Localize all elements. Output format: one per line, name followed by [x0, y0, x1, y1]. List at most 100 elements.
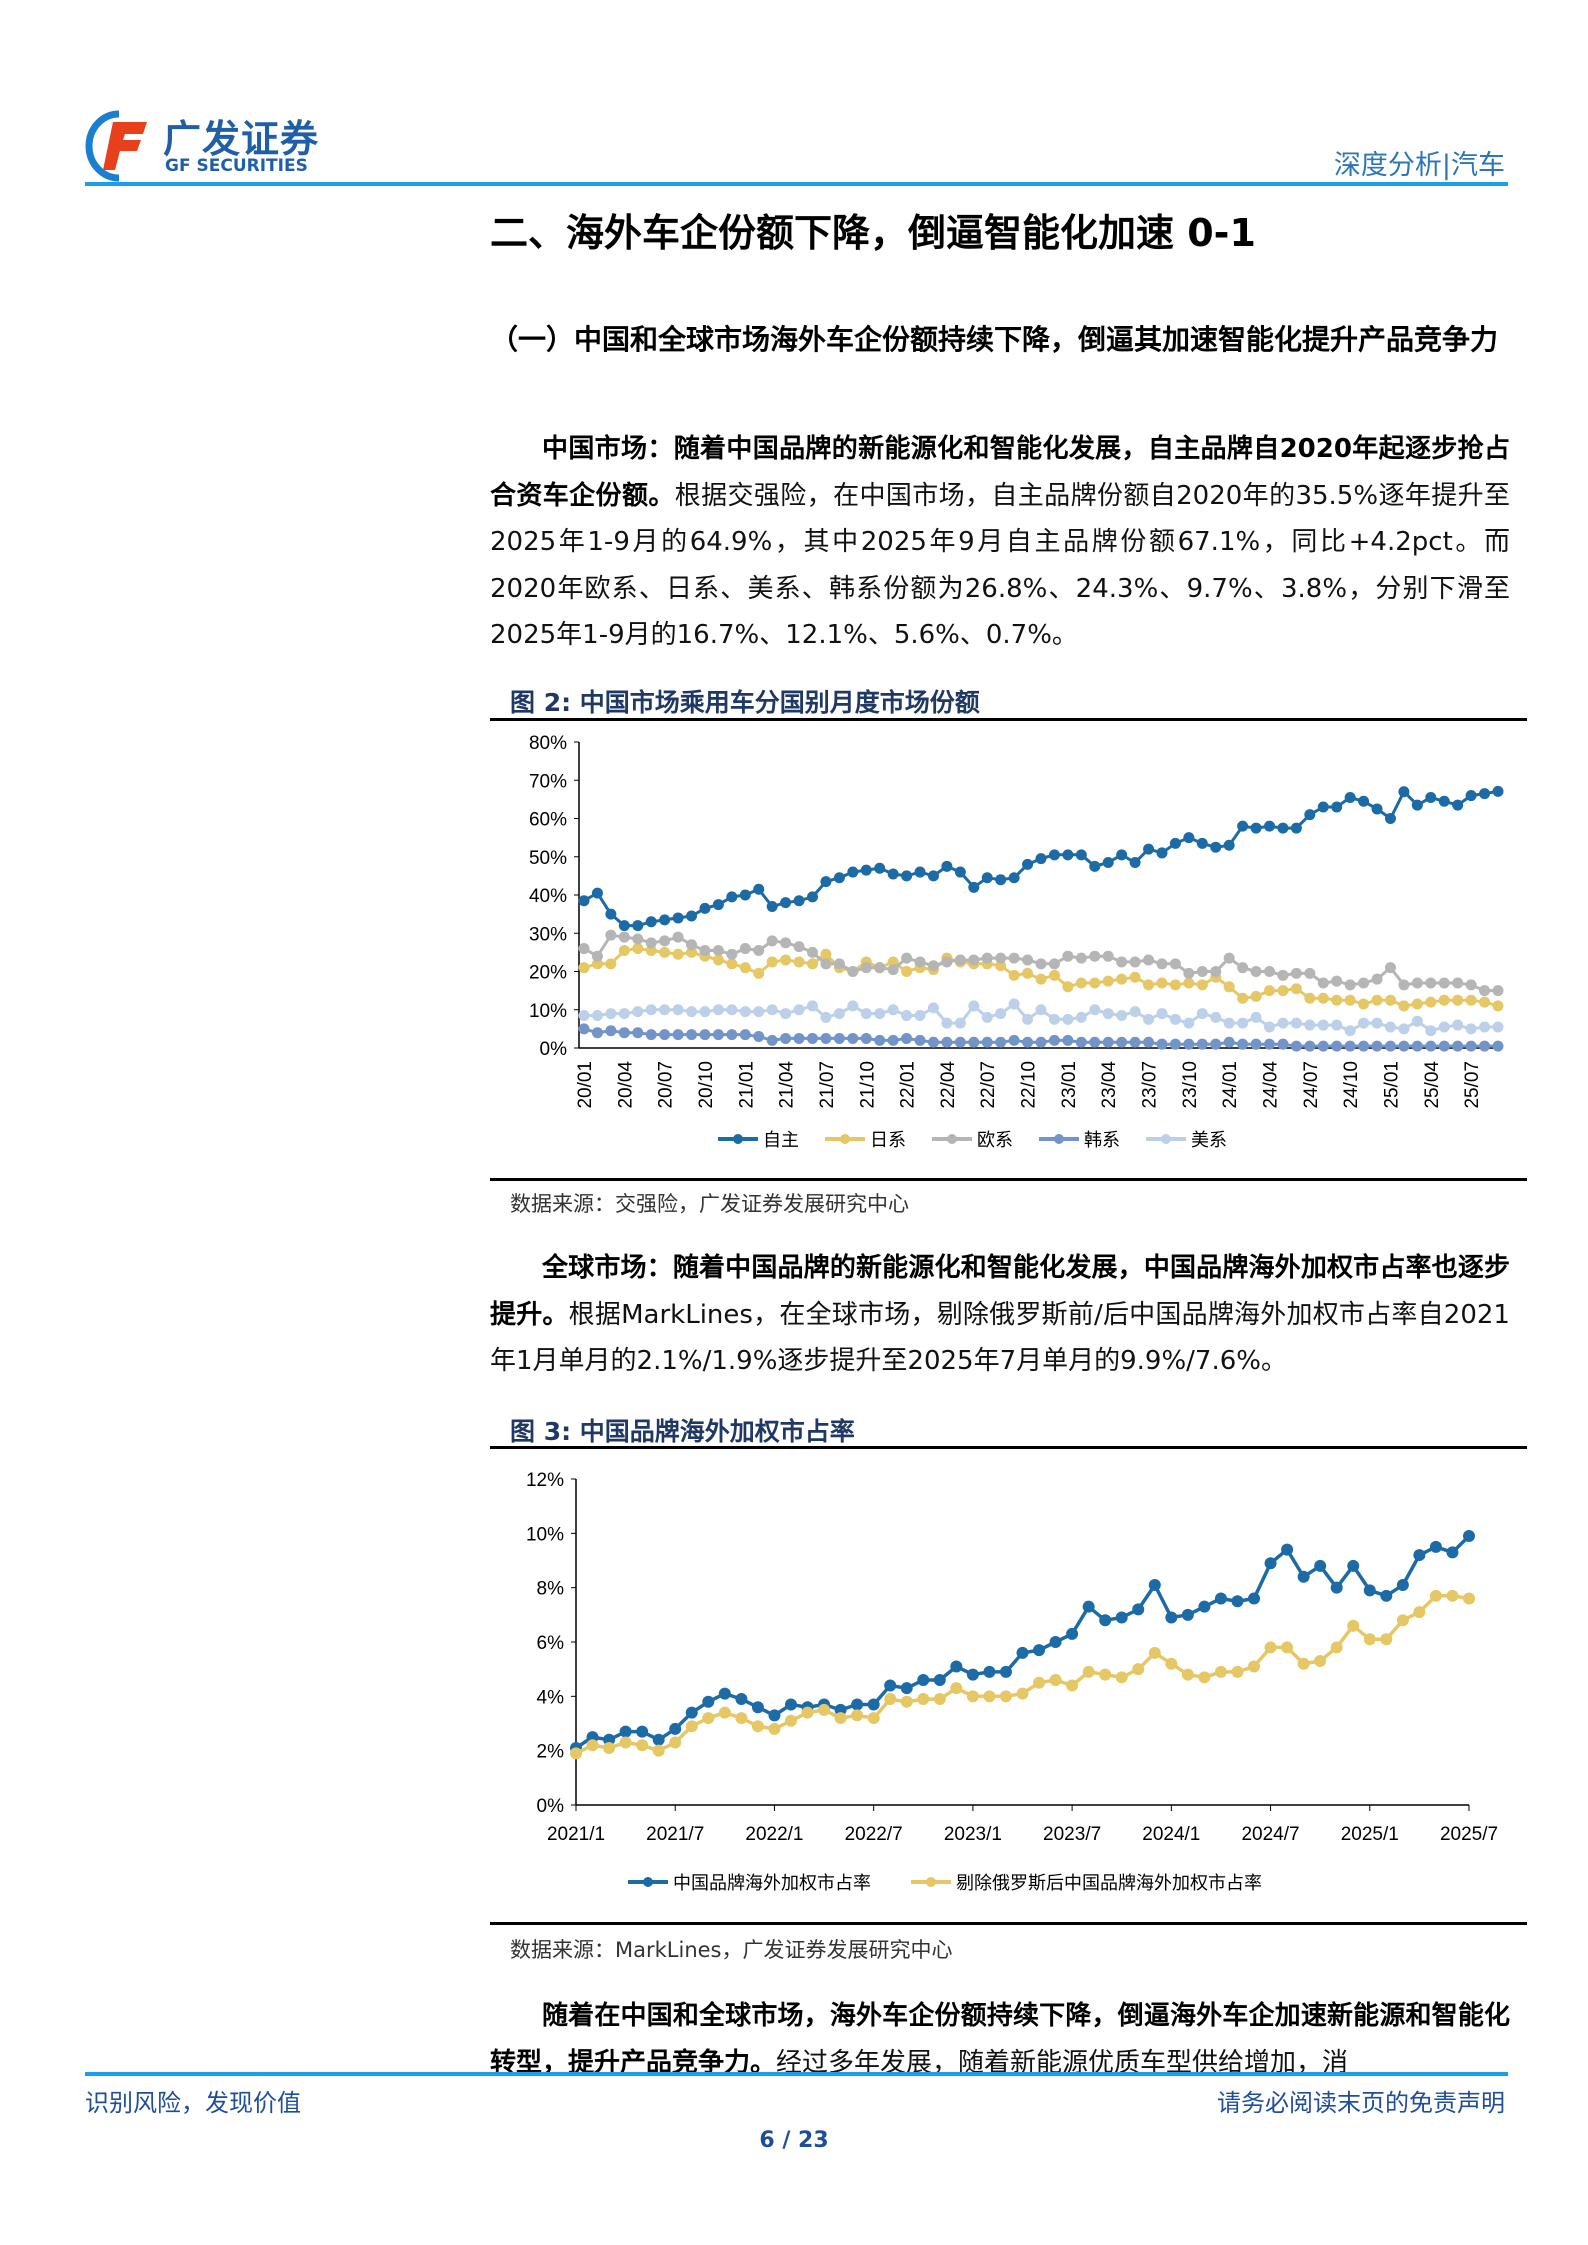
x-tick-label: 2021/7: [646, 1824, 704, 1845]
data-point: [780, 897, 792, 909]
data-point: [1169, 979, 1181, 991]
data-point: [818, 1703, 831, 1716]
data-point: [1089, 1004, 1101, 1016]
data-point: [686, 946, 698, 958]
data-point: [578, 895, 590, 907]
data-point: [699, 1029, 711, 1041]
paragraph-china-market: 中国市场：随着中国品牌的新能源化和智能化发展，自主品牌自2020年起逐步抢占合资…: [490, 426, 1510, 659]
data-point: [1210, 841, 1222, 853]
data-point: [1089, 860, 1101, 872]
data-point: [1363, 1633, 1376, 1646]
data-point: [632, 1027, 644, 1039]
data-point: [1425, 1040, 1437, 1052]
data-point: [847, 1000, 859, 1012]
data-point: [605, 1025, 617, 1037]
figure-2-source: 数据来源：交强险，广发证券发展研究中心: [510, 1192, 909, 1216]
data-point: [1492, 1000, 1504, 1012]
data-point: [1304, 967, 1316, 979]
data-point: [1129, 1006, 1141, 1018]
data-point: [1062, 981, 1074, 993]
data-point: [1183, 1038, 1195, 1050]
x-tick-label: 20/01: [575, 1061, 596, 1109]
data-point: [1196, 837, 1208, 849]
chart-overseas-share: 0% 2% 4% 6% 8% 10% 12% 2021/1 2021/7 2022/1 2022/7…: [526, 1470, 1498, 1893]
data-point: [1479, 985, 1491, 997]
data-point: [1411, 799, 1423, 811]
paragraph-body: 根据交强险，在中国市场，自主品牌份额自2020年的35.5%逐年提升至2025年…: [490, 480, 1510, 651]
data-point: [1066, 1627, 1079, 1640]
data-point: [1264, 1038, 1275, 1050]
data-point: [1143, 954, 1155, 966]
data-point: [1347, 1619, 1360, 1632]
data-point: [1181, 1668, 1194, 1681]
data-point: [672, 948, 684, 960]
data-point: [1465, 790, 1477, 802]
data-point: [578, 1009, 590, 1021]
data-point: [652, 1733, 665, 1746]
data-point: [1231, 1595, 1244, 1608]
data-point: [1465, 979, 1477, 991]
data-point: [1446, 1589, 1459, 1602]
data-point: [1330, 1581, 1343, 1594]
data-point: [1290, 983, 1302, 995]
data-point: [807, 891, 818, 903]
x-tick-label: 2024/1: [1142, 1824, 1200, 1845]
data-point: [1143, 843, 1155, 855]
footer-disclaimer-link[interactable]: 请务必阅读末页的免责声明: [1217, 2089, 1505, 2117]
data-point: [1169, 1013, 1181, 1025]
data-point: [1062, 1034, 1074, 1046]
data-point: [1452, 994, 1464, 1006]
data-point: [726, 1029, 738, 1041]
data-point: [1384, 994, 1396, 1006]
footer-divider: [85, 2072, 1508, 2076]
data-point: [1358, 795, 1370, 807]
data-point: [659, 1004, 671, 1016]
data-point: [578, 943, 590, 955]
data-point: [950, 1682, 963, 1695]
data-point: [1264, 1557, 1277, 1570]
data-point: [718, 1687, 731, 1700]
data-point: [1492, 1021, 1504, 1033]
data-point: [1277, 1038, 1289, 1050]
data-point: [1237, 1017, 1249, 1029]
subsection-title: （一）中国和全球市场海外车企份额持续下降，倒逼其加速智能化提升产品竞争力: [490, 323, 1499, 356]
data-point: [1371, 1017, 1383, 1029]
data-point: [1384, 962, 1396, 974]
legend-marker: [947, 1134, 957, 1144]
data-point: [712, 899, 724, 911]
y-tick-label: 4%: [537, 1687, 565, 1708]
data-point: [1048, 969, 1060, 981]
data-point: [586, 1739, 599, 1752]
data-point: [1425, 1025, 1437, 1037]
x-tick-label: 21/10: [857, 1061, 878, 1109]
paragraph-lead: 随着在中国和全球市场，海外车企份额持续下降，倒逼海外车企加速新能源和智能化转型，…: [490, 2001, 1510, 2078]
data-point: [917, 1674, 930, 1687]
data-point: [1196, 1008, 1208, 1020]
data-point: [1165, 1611, 1178, 1624]
data-point: [887, 1034, 899, 1046]
data-point: [645, 916, 657, 928]
data-point: [636, 1725, 649, 1738]
data-point: [887, 956, 899, 968]
data-point: [739, 1006, 751, 1018]
data-point: [1196, 966, 1208, 977]
data-point: [1344, 791, 1356, 803]
data-point: [1156, 958, 1168, 970]
data-point: [784, 1698, 797, 1711]
data-point: [780, 937, 792, 949]
data-point: [793, 956, 805, 968]
data-point: [1277, 1017, 1289, 1029]
data-point: [766, 1004, 778, 1016]
data-point: [1048, 1013, 1060, 1025]
data-point: [1314, 1559, 1327, 1572]
data-point: [1264, 820, 1275, 832]
data-point: [1022, 1013, 1034, 1025]
data-point: [793, 1004, 805, 1016]
data-point: [927, 870, 939, 882]
data-point: [570, 1747, 582, 1760]
data-point: [1331, 994, 1343, 1006]
x-tick-label: 24/07: [1301, 1061, 1322, 1109]
data-point: [1210, 966, 1222, 977]
data-point: [874, 862, 886, 874]
data-point: [1438, 1040, 1450, 1052]
